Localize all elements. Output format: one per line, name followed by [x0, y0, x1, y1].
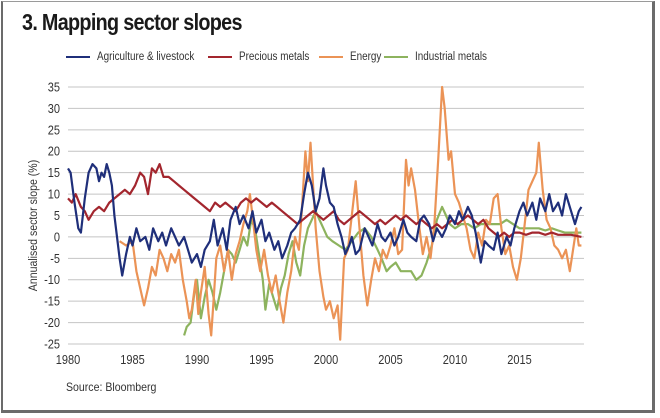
x-tick-label: 1995: [249, 353, 274, 367]
x-tick-label: 1985: [120, 353, 145, 367]
legend: Agriculture & livestock Precious metals …: [66, 51, 497, 63]
y-tick-label: 20: [48, 145, 61, 159]
series-line-precious-metals: [67, 163, 582, 238]
x-tick-label: 1980: [56, 353, 81, 367]
y-tick-label: 10: [48, 188, 61, 202]
source-note: Source: Bloomberg: [66, 380, 157, 394]
y-tick-label: -15: [44, 295, 60, 309]
legend-item-energy: Energy: [318, 51, 381, 63]
x-tick-labels: 1980 1985 1990 1995 2000 2005 2010 2015: [56, 353, 532, 367]
y-tick-label: 30: [48, 102, 61, 116]
series-line-agriculture: [67, 163, 583, 277]
legend-label-energy: Energy: [349, 51, 382, 63]
legend-label-agriculture: Agriculture & livestock: [97, 51, 195, 63]
legend-label-precious-metals: Precious metals: [239, 51, 310, 63]
y-tick-labels: 35 30 25 20 15 10 5 0 -5 -10 -15 -20 -25: [44, 81, 60, 352]
legend-item-precious-metals: Precious metals: [208, 51, 311, 63]
y-axis-label: Annualised sector slope (%): [27, 160, 40, 292]
y-tick-label: -25: [44, 338, 60, 352]
y-tick-label: 5: [54, 209, 61, 223]
legend-swatch-industrial-metals: [384, 55, 409, 59]
legend-swatch-precious-metals: [208, 55, 233, 59]
x-tick-label: 1990: [185, 353, 210, 367]
series-lines: [67, 85, 583, 341]
y-tick-label: -5: [50, 252, 60, 266]
legend-label-industrial-metals: Industrial metals: [415, 51, 488, 63]
x-tick-label: 2000: [314, 353, 339, 367]
x-tick-label: 2005: [378, 353, 403, 367]
x-tick-label: 2015: [507, 353, 532, 367]
y-tick-label: 15: [48, 167, 61, 181]
chart-title: 3. Mapping sector slopes: [22, 9, 242, 35]
legend-swatch-energy: [318, 55, 343, 59]
y-tick-label: 25: [48, 124, 61, 138]
legend-item-industrial-metals: Industrial metals: [384, 51, 489, 63]
y-tick-label: 0: [54, 231, 61, 245]
series-line-energy: [118, 85, 582, 341]
legend-swatch-agriculture: [66, 55, 90, 59]
y-tick-label: 35: [48, 81, 61, 95]
x-tick-label: 2010: [443, 353, 468, 367]
legend-item-agriculture: Agriculture & livestock: [66, 51, 200, 63]
y-tick-label: -10: [44, 274, 60, 288]
y-tick-label: -20: [44, 316, 60, 330]
